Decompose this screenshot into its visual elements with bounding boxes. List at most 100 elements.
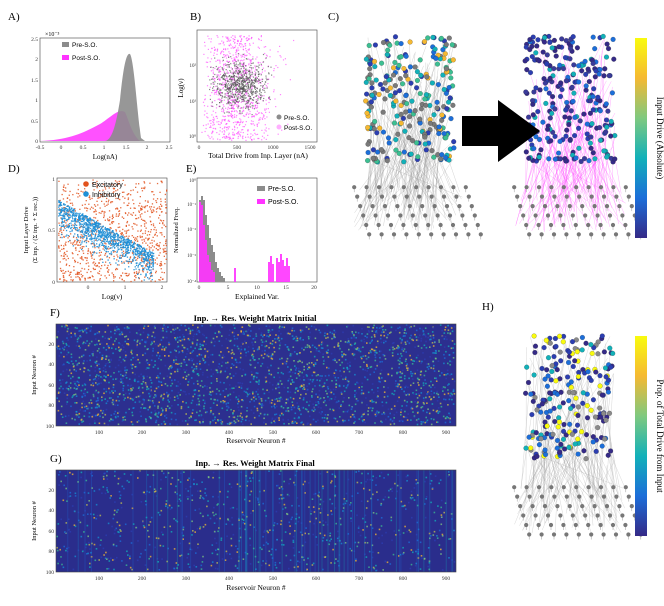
scatter-point xyxy=(255,65,257,67)
scatter-point xyxy=(135,264,138,266)
scatter-point xyxy=(258,118,260,120)
scatter-point xyxy=(133,269,135,271)
scatter-point xyxy=(158,217,160,219)
scatter-point xyxy=(246,103,248,105)
scatter-point xyxy=(251,94,253,96)
scatter-point xyxy=(112,234,114,236)
panel-e-ylabel: Normalized Freq. xyxy=(173,207,180,253)
scatter-point xyxy=(259,94,262,96)
scatter-point xyxy=(255,101,257,103)
scatter-point xyxy=(81,258,83,260)
scatter-point xyxy=(229,98,231,100)
scatter-point xyxy=(257,65,259,67)
scatter-point xyxy=(242,64,244,66)
connection-line xyxy=(354,84,421,223)
scatter-point xyxy=(248,77,250,79)
scatter-point xyxy=(225,82,227,84)
scatter-point xyxy=(245,92,247,94)
scatter-point xyxy=(160,198,162,200)
scatter-point xyxy=(242,70,244,72)
scatter-point xyxy=(237,97,239,99)
scatter-point xyxy=(123,240,126,242)
scatter-point xyxy=(227,64,229,66)
reservoir-node xyxy=(562,55,568,61)
scatter-point xyxy=(226,70,228,72)
scatter-point xyxy=(115,262,117,264)
scatter-point xyxy=(120,207,122,209)
scatter-point xyxy=(241,111,243,113)
scatter-point xyxy=(77,229,79,231)
scatter-point xyxy=(92,233,95,235)
matrix-cell xyxy=(105,349,108,351)
reservoir-node xyxy=(581,156,587,162)
scatter-point xyxy=(112,239,114,241)
scatter-point xyxy=(231,78,233,80)
reservoir-node xyxy=(429,80,435,86)
scatter-point xyxy=(253,82,255,84)
reservoir-node xyxy=(396,62,402,68)
scatter-point xyxy=(132,246,134,248)
scatter-point xyxy=(148,267,150,269)
scatter-point xyxy=(60,217,62,219)
scatter-point xyxy=(77,218,79,221)
scatter-point xyxy=(160,220,163,222)
reservoir-node xyxy=(584,131,590,137)
scatter-point xyxy=(239,89,241,91)
scatter-point xyxy=(207,75,209,77)
scatter-point xyxy=(99,236,102,238)
scatter-point xyxy=(108,187,110,189)
scatter-point xyxy=(232,99,234,101)
scatter-point xyxy=(145,256,147,258)
scatter-point xyxy=(222,136,224,139)
scatter-point xyxy=(115,241,117,243)
scatter-point xyxy=(164,193,166,196)
scatter-point xyxy=(98,266,100,268)
scatter-point xyxy=(249,88,251,90)
scatter-point xyxy=(244,95,246,97)
scatter-point xyxy=(73,218,76,220)
reservoir-node xyxy=(365,141,371,147)
scatter-point xyxy=(228,38,230,40)
input-node xyxy=(598,222,603,228)
scatter-point xyxy=(212,89,214,92)
matrix-cell xyxy=(376,352,378,354)
reservoir-node xyxy=(417,91,423,97)
scatter-point xyxy=(149,273,151,275)
scatter-point xyxy=(113,237,115,239)
scatter-point xyxy=(84,215,87,217)
scatter-point xyxy=(151,239,153,241)
scatter-point xyxy=(252,82,254,84)
scatter-point xyxy=(217,78,219,80)
scatter-point xyxy=(129,207,132,209)
reservoir-node xyxy=(610,36,616,42)
scatter-point xyxy=(225,78,227,80)
scatter-point xyxy=(220,51,222,53)
scatter-point xyxy=(87,262,89,264)
scatter-point xyxy=(69,199,71,201)
scatter-point xyxy=(151,275,153,277)
scatter-point xyxy=(221,100,223,102)
scatter-point xyxy=(110,251,112,253)
reservoir-node xyxy=(443,155,449,161)
scatter-point xyxy=(99,243,101,245)
scatter-point xyxy=(123,238,126,241)
scatter-point xyxy=(74,219,77,221)
input-node xyxy=(586,222,591,228)
scatter-point xyxy=(156,235,158,237)
scatter-point xyxy=(139,236,142,239)
scatter-point xyxy=(107,246,110,248)
scatter-point xyxy=(65,222,67,224)
scatter-point xyxy=(111,183,113,186)
scatter-point xyxy=(248,58,250,60)
scatter-point xyxy=(130,248,132,250)
scatter-point xyxy=(99,259,101,261)
scatter-point xyxy=(66,263,68,265)
scatter-point xyxy=(232,100,234,102)
scatter-point xyxy=(73,213,75,215)
connection-line xyxy=(399,161,450,212)
scatter-point xyxy=(262,100,264,102)
scatter-point xyxy=(262,89,264,91)
scatter-point xyxy=(221,119,223,121)
reservoir-node xyxy=(552,156,558,162)
scatter-point xyxy=(233,78,235,80)
